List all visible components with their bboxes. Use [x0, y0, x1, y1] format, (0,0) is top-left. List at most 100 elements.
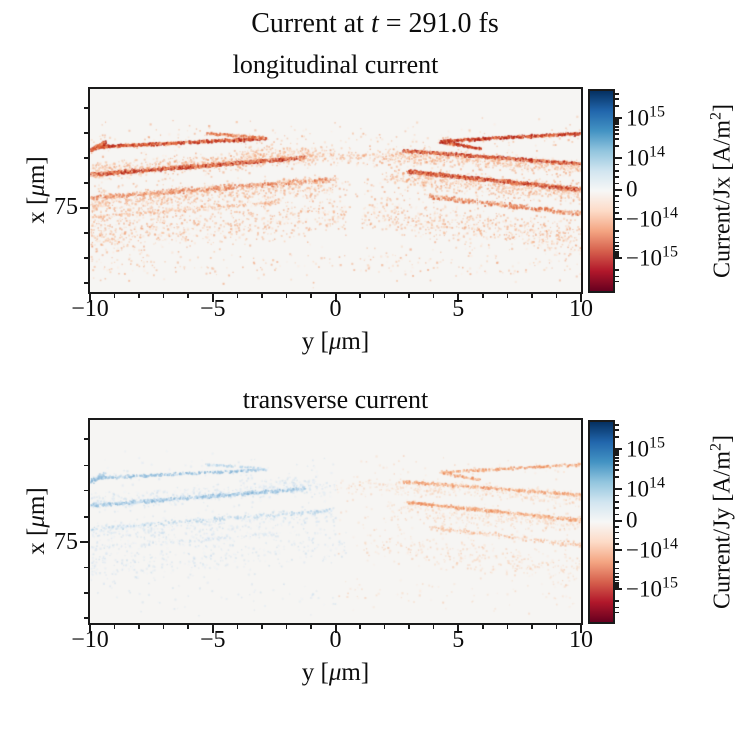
x-minor-tick — [432, 294, 435, 298]
colorbar-minor-tick — [613, 582, 619, 584]
x-minor-tick — [261, 625, 263, 629]
colorbar-tick-label: 1015 — [626, 103, 665, 131]
colorbar-minor-tick — [613, 241, 619, 244]
colorbar-minor-tick — [613, 531, 619, 534]
colorbar-major-tick — [613, 448, 622, 450]
colorbar-minor-tick — [613, 236, 619, 239]
cblabel-pre: Current/Jy [A/m — [709, 451, 736, 609]
x-minor-tick — [162, 294, 165, 298]
colorbar-minor-tick — [613, 586, 619, 588]
colorbar-minor-tick — [613, 93, 619, 95]
colorbar-minor-tick — [613, 251, 619, 253]
heatmap-transverse — [90, 420, 581, 623]
colorbar-minor-tick — [613, 572, 619, 575]
colorbar-tick-label: −1015 — [626, 243, 678, 271]
colorbar-minor-tick — [613, 275, 619, 278]
colorbar-minor-tick — [613, 123, 619, 125]
colorbar-minor-tick — [613, 98, 619, 100]
colorbar-minor-tick — [613, 494, 619, 497]
x-tick-label: 0 — [329, 627, 342, 653]
cblabel-sup: 2 — [707, 443, 725, 452]
x-minor-tick — [113, 294, 116, 298]
colorbar-tick-label: 1014 — [626, 143, 665, 171]
x-minor-tick — [236, 625, 239, 629]
colorbar-minor-tick — [613, 424, 619, 426]
colorbar-minor-tick — [613, 206, 619, 209]
x-tick-label: −5 — [199, 627, 226, 653]
colorbar-minor-tick — [613, 561, 619, 563]
colorbar-tick-label: −1014 — [626, 204, 678, 232]
x-minor-tick — [531, 625, 533, 629]
x-minor-tick — [383, 625, 386, 629]
x-minor-tick — [310, 294, 312, 298]
suptitle-value: = 291.0 fs — [378, 8, 499, 39]
y-minor-tick — [84, 257, 88, 259]
x-minor-tick — [187, 625, 189, 629]
colorbar-minor-tick — [613, 195, 619, 197]
y-minor-tick — [84, 617, 88, 619]
colorbar-minor-tick — [613, 163, 619, 166]
ylabel-post: m] — [23, 487, 50, 516]
xlabel-pre: y [ — [301, 659, 329, 686]
cblabel-post: ] — [709, 435, 736, 444]
x-tick-label: 5 — [452, 296, 465, 322]
x-tick-label: 10 — [569, 296, 593, 322]
colorbar-minor-tick — [613, 248, 619, 251]
colorbar-minor-tick — [613, 576, 619, 578]
y-minor-tick — [84, 157, 88, 159]
colorbar-tick-label: 1015 — [626, 434, 665, 462]
y-minor-tick — [84, 182, 88, 184]
y-major-tick — [80, 206, 88, 209]
colorbar-major-tick — [613, 257, 622, 259]
x-minor-tick — [555, 625, 558, 629]
colorbar-minor-tick — [613, 579, 619, 582]
x-major-tick — [89, 625, 91, 633]
x-major-tick — [580, 294, 582, 302]
colorbar-minor-tick — [613, 537, 619, 540]
colorbar-minor-tick — [613, 526, 619, 528]
x-minor-tick — [310, 625, 312, 629]
y-minor-tick — [84, 464, 88, 467]
x-major-tick — [334, 294, 337, 302]
x-minor-tick — [236, 294, 239, 298]
x-minor-tick — [261, 294, 263, 298]
colorbar-major-tick — [613, 588, 622, 590]
x-minor-tick — [482, 294, 484, 298]
x-major-tick — [211, 625, 214, 633]
x-major-tick — [334, 625, 337, 633]
colorbar-minor-tick — [613, 138, 619, 140]
x-tick-label: −5 — [199, 296, 226, 322]
colorbar-minor-tick — [613, 182, 619, 185]
x-minor-tick — [138, 294, 140, 298]
x-major-tick — [457, 625, 460, 633]
colorbar-minor-tick — [613, 212, 619, 214]
colorbar-minor-tick — [613, 513, 619, 516]
colorbar-minor-tick — [613, 460, 619, 462]
colorbar-minor-tick — [613, 245, 619, 247]
figure-suptitle: Current at t = 291.0 fs — [0, 8, 750, 40]
colorbar-major-tick — [613, 520, 622, 522]
colorbar-minor-tick — [613, 129, 619, 131]
colorbar-transverse — [588, 420, 622, 624]
y-minor-tick — [84, 132, 88, 134]
colorbar-label-transverse: Current/Jy [A/m2] — [708, 435, 737, 609]
xlabel-post: m] — [341, 659, 370, 686]
colorbar-minor-tick — [613, 436, 619, 438]
colorbar-minor-tick — [613, 450, 619, 452]
colorbar-tick-label: −1015 — [626, 574, 678, 602]
x-minor-tick — [359, 625, 361, 629]
x-tick-label: −10 — [71, 296, 109, 322]
colorbar-minor-tick — [613, 170, 619, 172]
colorbar-minor-tick — [613, 133, 619, 135]
y-minor-tick — [84, 566, 88, 569]
x-minor-tick — [506, 294, 509, 298]
colorbar-minor-tick — [613, 543, 619, 545]
x-minor-tick — [531, 294, 533, 298]
colorbar-minor-tick — [613, 567, 619, 570]
x-axis-label-longitudinal: y [μm] — [90, 328, 581, 356]
colorbar-minor-tick — [613, 255, 619, 257]
xlabel-mu: μ — [328, 328, 342, 355]
y-major-tick — [80, 541, 88, 544]
y-tick-label-75-longitudinal: 75 — [54, 193, 78, 220]
colorbar-major-tick — [613, 218, 622, 220]
